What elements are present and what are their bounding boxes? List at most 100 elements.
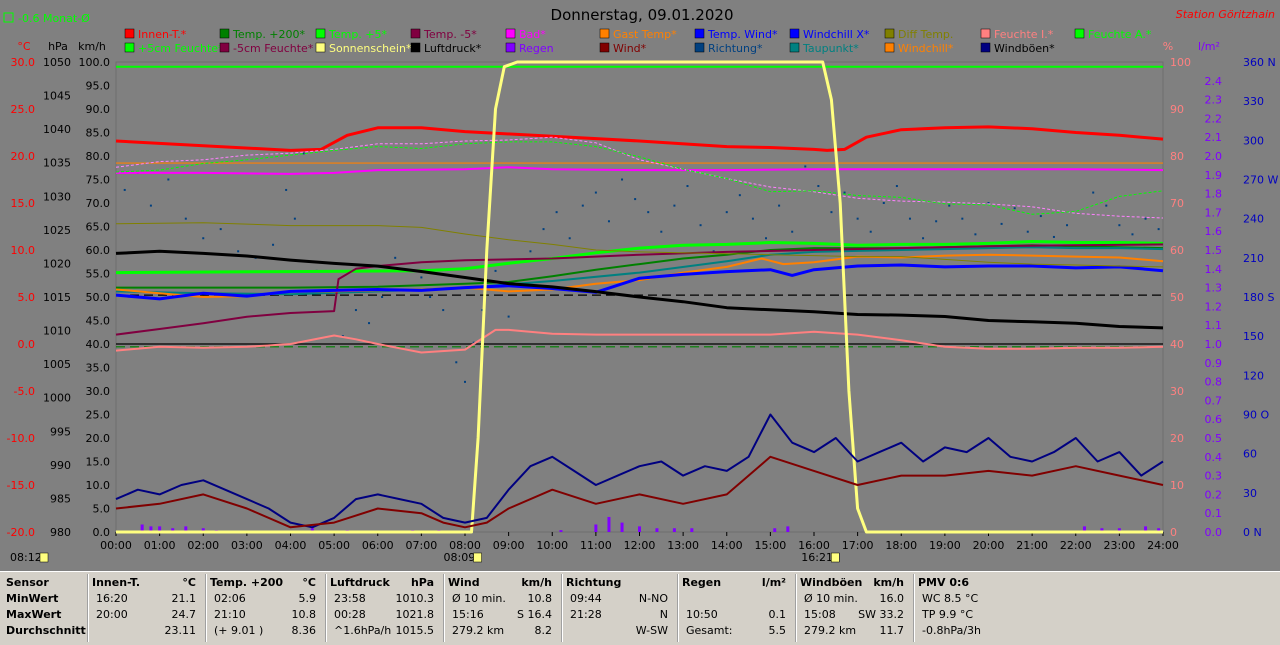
stats-cell-right: S 16.4: [517, 608, 552, 621]
trend-checkbox[interactable]: [3, 12, 14, 23]
sun-marker-icon: [473, 552, 482, 563]
tick-wind: 40.0: [86, 338, 111, 351]
tick-wind: 85.0: [86, 127, 111, 140]
direction-point: [472, 341, 475, 344]
tick-pressure: 1030: [43, 190, 71, 203]
tick-x: 09:00: [493, 539, 525, 552]
series-line: [115, 455, 1164, 529]
stats-cell-right: °C: [182, 576, 196, 589]
rain-bar: [140, 524, 144, 532]
sun-marker-label: 08:09: [444, 551, 476, 564]
tick-x: 20:00: [973, 539, 1005, 552]
stats-cell-right: 10.8: [291, 608, 317, 621]
tick-x: 12:00: [624, 539, 656, 552]
tick-rain: 0.7: [1205, 394, 1223, 407]
direction-point: [817, 185, 820, 188]
direction-point: [529, 250, 532, 253]
stats-cell-left: Wind: [448, 576, 480, 589]
legend-swatch: [884, 28, 895, 39]
direction-point: [1157, 228, 1160, 231]
direction-point: [634, 198, 637, 201]
stats-cell-row: 09:44 N-NO: [566, 591, 672, 607]
direction-point: [621, 178, 624, 181]
tick-rain: 1.7: [1205, 206, 1223, 219]
tick-x: 08:00: [449, 539, 481, 552]
rain-bar: [171, 528, 175, 532]
legend-label: Luftdruck*: [424, 42, 482, 55]
direction-point: [699, 224, 702, 227]
direction-point: [507, 315, 510, 318]
stats-cell-left: 10:50: [686, 608, 718, 621]
stats-cell-row: 15:08 SW 33.2: [800, 607, 908, 623]
legend-label: Feuchte I.*: [994, 28, 1054, 41]
tick-direction: 150: [1243, 330, 1264, 343]
stats-cell-right: 0.1: [768, 608, 787, 621]
sun-marker-icon: [39, 552, 49, 563]
legend-swatch: [315, 28, 326, 39]
tick-pressure: 1025: [43, 224, 71, 237]
direction-point: [568, 237, 571, 240]
tick-temp: -15.0: [7, 479, 35, 492]
stats-cell-right: l/m²: [761, 576, 786, 589]
stats-cell-left: Ø 10 min.: [804, 592, 858, 605]
direction-point: [751, 217, 754, 220]
rain-bar: [559, 530, 563, 532]
stats-cell-left: -0.8hPa/3h: [922, 624, 981, 637]
series-line: [115, 222, 1164, 268]
direction-point: [442, 309, 445, 312]
series-line: [115, 413, 1164, 529]
direction-point: [1066, 224, 1069, 227]
direction-point: [895, 185, 898, 188]
series-line: [115, 240, 1164, 275]
direction-point: [219, 228, 222, 231]
tick-direction: 210: [1243, 252, 1264, 265]
series-line: [115, 243, 1164, 336]
chart-title: Donnerstag, 09.01.2020: [551, 6, 734, 24]
tick-wind: 55.0: [86, 268, 111, 281]
tick-direction: 270 W: [1243, 174, 1278, 187]
stats-cell-row: [682, 591, 790, 607]
stats-cell-left: 15:16: [452, 608, 484, 621]
tick-direction: 30: [1243, 487, 1257, 500]
legend-swatch: [124, 42, 135, 53]
stats-column: Richtung 09:44 N-NO 21:28 N W-SW: [566, 575, 672, 643]
legend-swatch: [789, 42, 800, 53]
direction-point: [647, 211, 650, 214]
tick-pressure: 1050: [43, 56, 71, 69]
tick-temp: 30.0: [11, 56, 36, 69]
stats-cell-right: W-SW: [635, 624, 668, 637]
tick-temp: 25.0: [11, 103, 36, 116]
tick-wind: 15.0: [86, 456, 111, 469]
tick-wind: 30.0: [86, 385, 111, 398]
stats-cell-row: 00:28 1021.8: [330, 607, 438, 623]
rain-bar: [638, 526, 641, 532]
stats-cell-right: 1015.5: [395, 624, 435, 637]
stats-cell-left: TP 9.9 °C: [922, 608, 974, 621]
tick-pressure: 985: [50, 492, 71, 505]
stats-cell-right: 5.9: [298, 592, 317, 605]
axis-unit-humidity: %: [1163, 40, 1173, 53]
tick-pressure: 1035: [43, 157, 71, 170]
direction-point: [804, 165, 807, 168]
stats-cell-right: 8.2: [534, 624, 553, 637]
direction-point: [778, 204, 781, 207]
tick-wind: 20.0: [86, 432, 111, 445]
tick-wind: 5.0: [93, 503, 111, 516]
legend-label: Sonnenschein*: [329, 42, 412, 55]
chart-axes-static: °C hPa km/h % l/m²: [17, 40, 1220, 53]
tick-humidity: 80: [1170, 150, 1184, 163]
stats-cell-right: N: [659, 608, 668, 621]
tick-x: 19:00: [929, 539, 961, 552]
tick-x: 02:00: [187, 539, 219, 552]
rain-bar: [1144, 526, 1148, 532]
station-name: Station Göritzhain: [1176, 8, 1275, 21]
rain-bar: [620, 522, 624, 532]
direction-point: [791, 230, 794, 233]
direction-point: [1144, 217, 1147, 220]
stats-cell-left: 00:28: [334, 608, 366, 621]
tick-x: 04:00: [275, 539, 307, 552]
tick-direction: 60: [1243, 448, 1257, 461]
legend-label: +5cm Feuchte*: [138, 42, 224, 55]
direction-point: [961, 217, 964, 220]
stats-column: Windböen km/h Ø 10 min. 16.0 15:08 SW 33.2 279…: [800, 575, 908, 643]
